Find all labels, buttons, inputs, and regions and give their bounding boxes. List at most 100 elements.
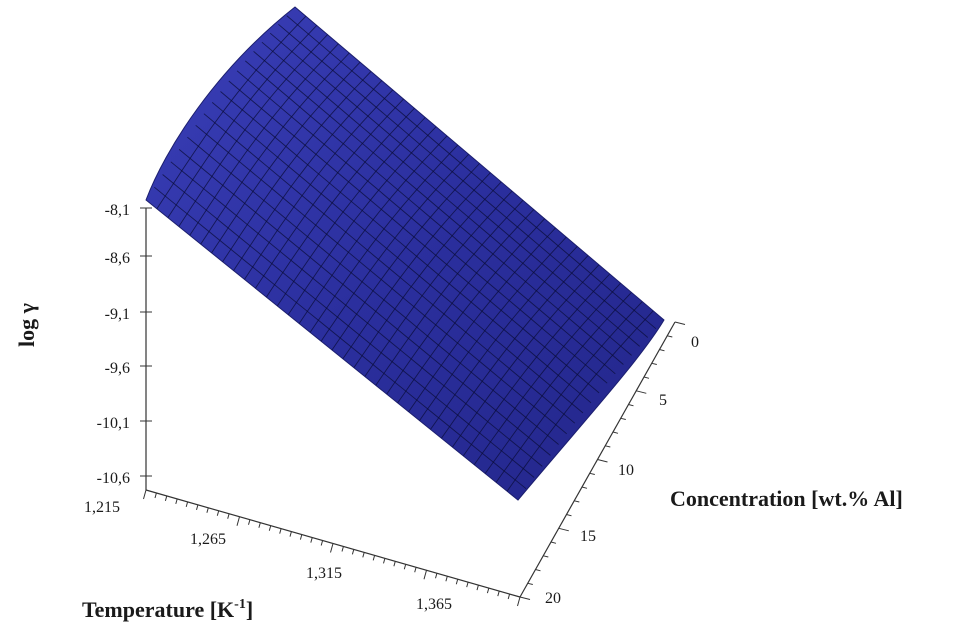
temperature-tick [268,525,272,531]
z-tick-label: -8,6 [105,250,130,267]
temperature-tick-label: 1,215 [84,499,120,516]
mesh-line [245,60,616,375]
temperature-tick [279,528,282,534]
temperature-tick [341,546,344,552]
concentration-tick [651,362,657,365]
mesh-line [261,41,632,356]
temperature-tick [455,579,459,585]
temperature-axis-title-end: ] [246,597,253,622]
mesh-line [220,91,592,404]
surface [145,6,665,501]
temperature-tick [393,561,396,567]
concentration-tick [636,390,647,394]
concentration-tick [628,404,634,407]
mesh-line [154,186,527,490]
temperature-tick [486,587,490,594]
mesh-line [178,149,551,456]
mesh-line [162,174,535,478]
concentration-tick [674,321,686,325]
surface-mesh [154,15,657,492]
mesh-line [278,23,649,338]
temperature-tick [435,573,438,579]
temperature-tick [164,495,168,502]
temperature-tick-labels: 1,215 1,265 1,315 1,365 [84,499,452,613]
concentration-tick [589,472,595,475]
concentration-tick [566,514,572,517]
concentration-axis-title: Concentration [wt.% Al] [670,486,903,511]
mesh-line [203,113,576,424]
temperature-tick [185,501,189,508]
temperature-tick [196,504,199,511]
temperature-tick [466,581,469,588]
temperature-tick [299,534,303,540]
temperature-axis-title-sup: -1 [234,597,246,612]
temperature-tick [236,516,240,526]
concentration-tick [605,445,611,448]
temperature-tick [143,489,147,500]
axis-ticks [140,207,686,607]
temperature-tick-label: 1,265 [190,531,226,548]
temperature-tick [248,519,251,525]
temperature-tick-label: 1,315 [306,565,342,582]
temperature-tick [372,555,376,561]
z-tick-label: -10,1 [97,415,130,432]
mesh-line [195,124,567,435]
mesh-line [253,51,624,365]
temperature-tick [362,552,365,558]
concentration-tick [659,349,665,352]
temperature-tick [403,564,407,570]
concentration-tick [581,486,588,489]
concentration-tick [519,596,531,600]
temperature-tick [227,513,230,519]
mesh-line [236,70,608,384]
temperature-tick [258,522,261,528]
concentration-tick [543,555,549,558]
z-tick-label: -10,6 [97,470,130,487]
mesh-line [187,136,559,445]
surface-patch [145,6,665,501]
concentration-tick [574,500,580,503]
temperature-tick [289,531,292,537]
concentration-tick-label: 10 [618,462,634,479]
z-axis-title: log γ [14,303,39,347]
mesh-line [269,32,640,347]
temperature-axis-title-main: Temperature [K [82,597,234,622]
concentration-tick-labels: 0 5 10 15 20 [545,334,699,607]
temperature-tick [206,507,209,513]
temperature-tick [320,540,324,546]
temperature-axis-title: Temperature [K-1] [82,597,253,622]
mesh-line [228,80,600,394]
temperature-tick [175,498,178,505]
temperature-tick [351,549,355,555]
temperature-tick [154,492,157,499]
temperature-tick [310,537,313,543]
temperature-tick [423,570,427,580]
temperature-tick [497,590,500,597]
concentration-tick [597,459,608,463]
temperature-tick [383,558,386,564]
concentration-tick [527,582,533,585]
temperature-tick [414,567,417,573]
concentration-tick-label: 0 [691,334,699,351]
temperature-tick [476,584,479,591]
temperature-tick [517,596,521,607]
concentration-tick [550,541,557,544]
temperature-tick-label: 1,365 [416,596,452,613]
z-tick-label: -8,1 [105,202,130,219]
temperature-tick [445,576,448,582]
concentration-tick [558,527,569,532]
concentration-tick [643,376,650,379]
temperature-tick [330,543,334,553]
z-tick-label: -9,6 [105,360,130,377]
temperature-tick [216,510,220,516]
concentration-tick [620,417,626,420]
mesh-line [170,161,543,467]
concentration-tick [612,431,619,434]
concentration-tick-label: 5 [659,392,667,409]
concentration-tick-label: 20 [545,590,561,607]
mesh-line [286,15,657,330]
z-tick-label: -9,1 [105,306,130,323]
temperature-tick [507,593,511,600]
mesh-line [211,102,584,414]
